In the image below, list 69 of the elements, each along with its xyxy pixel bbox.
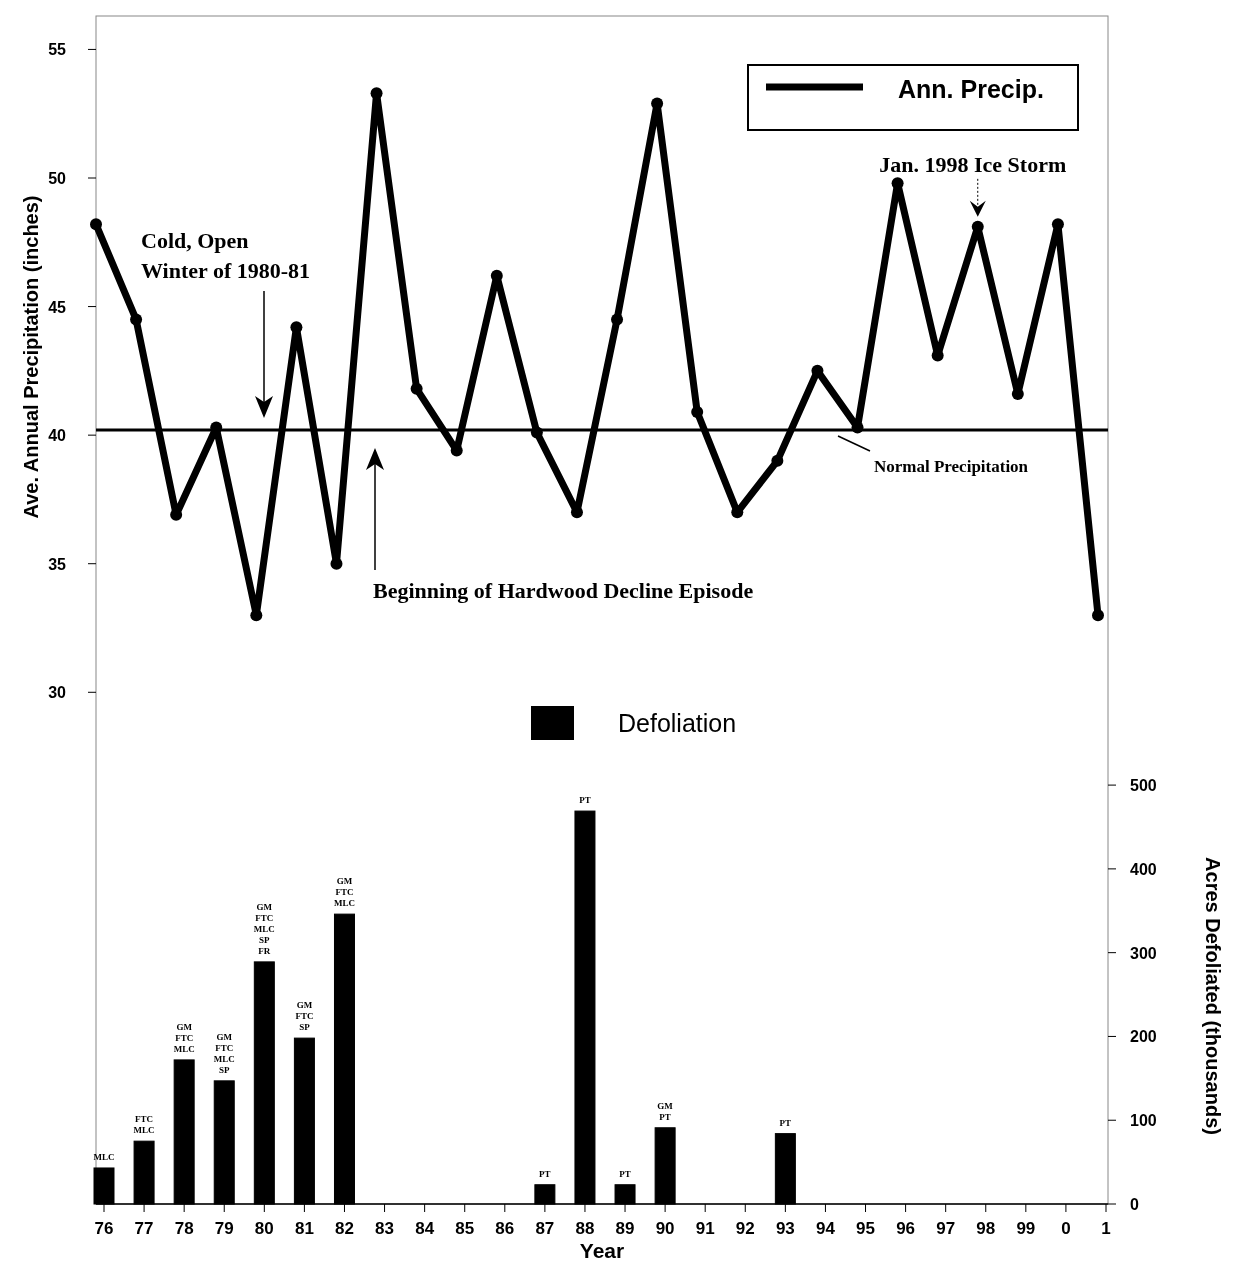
x-tick-label: 86	[495, 1219, 515, 1238]
legend-label: Defoliation	[618, 709, 737, 737]
point	[1092, 609, 1104, 622]
y-tick-label: 30	[48, 684, 67, 702]
x-tick-label: 81	[294, 1219, 314, 1238]
x-tick-label: 76	[94, 1219, 114, 1238]
point	[611, 313, 624, 326]
x-tick-label: 89	[615, 1219, 635, 1238]
data-label: PT	[579, 795, 591, 806]
x-tick-label: 98	[976, 1219, 996, 1238]
point	[771, 454, 784, 467]
annotation: Jan. 1998 Ice Storm	[879, 151, 1067, 177]
x-tick-label: 83	[375, 1219, 395, 1238]
x-tick-label: 82	[335, 1219, 354, 1238]
x-tick-label: 91	[695, 1219, 715, 1238]
data-label: PT	[539, 1168, 551, 1179]
data-label: MLC	[93, 1151, 115, 1162]
point	[90, 218, 102, 231]
y-tick-label: 35	[48, 555, 67, 573]
data-label: GM FTC SP	[295, 1000, 314, 1033]
ref-line-label: Normal Precipitation	[874, 457, 1029, 476]
x-tick-label: 87	[535, 1219, 555, 1238]
data-label: GM FTC MLC	[333, 876, 355, 909]
y2-axis-title: Acres Defoliated (thousands)	[1202, 857, 1224, 1135]
y-axis-title: Ave. Annual Precipitation (inches)	[20, 195, 42, 519]
x-axis-title: Year	[579, 1239, 625, 1262]
y-tick-label: 50	[48, 170, 67, 187]
data-label: GM FTC MLC SP	[213, 1031, 235, 1075]
point	[1011, 388, 1024, 400]
data-label: FTC MLC	[133, 1114, 155, 1136]
annotation: Beginning of Hardwood Decline Episode	[373, 578, 754, 603]
x-tick-label: 79	[214, 1219, 234, 1238]
y2-tick-label: 100	[1130, 1112, 1157, 1130]
x-tick-label: 94	[815, 1219, 836, 1238]
point	[691, 406, 704, 418]
x-tick-label: 80	[254, 1219, 274, 1238]
point	[250, 609, 263, 622]
x-tick-label: 97	[936, 1219, 956, 1238]
y-tick-label: 40	[48, 427, 67, 445]
point	[130, 313, 143, 326]
annotation: Cold, Open Winter of 1980-81	[141, 228, 311, 283]
x-tick-label: 88	[575, 1219, 595, 1238]
x-tick-label: 84	[415, 1219, 435, 1238]
data-label: GM FTC MLC	[173, 1021, 195, 1054]
point	[410, 382, 423, 395]
data-label: GM PT	[657, 1100, 674, 1122]
y2-tick-label: 300	[1130, 944, 1157, 962]
y-tick-label: 55	[48, 41, 67, 59]
y2-tick-label: 200	[1130, 1028, 1157, 1046]
x-tick-label: 92	[735, 1219, 755, 1238]
x-tick-label: 0	[1061, 1219, 1071, 1238]
y2-tick-label: 500	[1130, 777, 1157, 795]
x-tick-label: 96	[896, 1219, 916, 1238]
data-label: GM FTC MLC SP FR	[253, 901, 275, 956]
x-tick-label: 99	[1016, 1219, 1036, 1238]
x-tick-label: 93	[775, 1219, 795, 1238]
x-tick-label: 90	[655, 1219, 675, 1238]
x-tick-label: 77	[134, 1219, 154, 1238]
x-tick-label: 78	[174, 1219, 194, 1238]
x-tick-label: 1	[1101, 1219, 1111, 1238]
y2-tick-label: 0	[1130, 1196, 1139, 1213]
data-label: PT	[779, 1117, 792, 1128]
y2-tick-label: 400	[1130, 860, 1157, 878]
legend-label: Ann. Precip.	[898, 75, 1044, 103]
y-tick-label: 45	[48, 298, 67, 316]
data-label: PT	[619, 1168, 631, 1179]
point	[530, 426, 543, 439]
x-tick-label: 95	[856, 1219, 875, 1238]
x-tick-label: 85	[455, 1219, 475, 1238]
